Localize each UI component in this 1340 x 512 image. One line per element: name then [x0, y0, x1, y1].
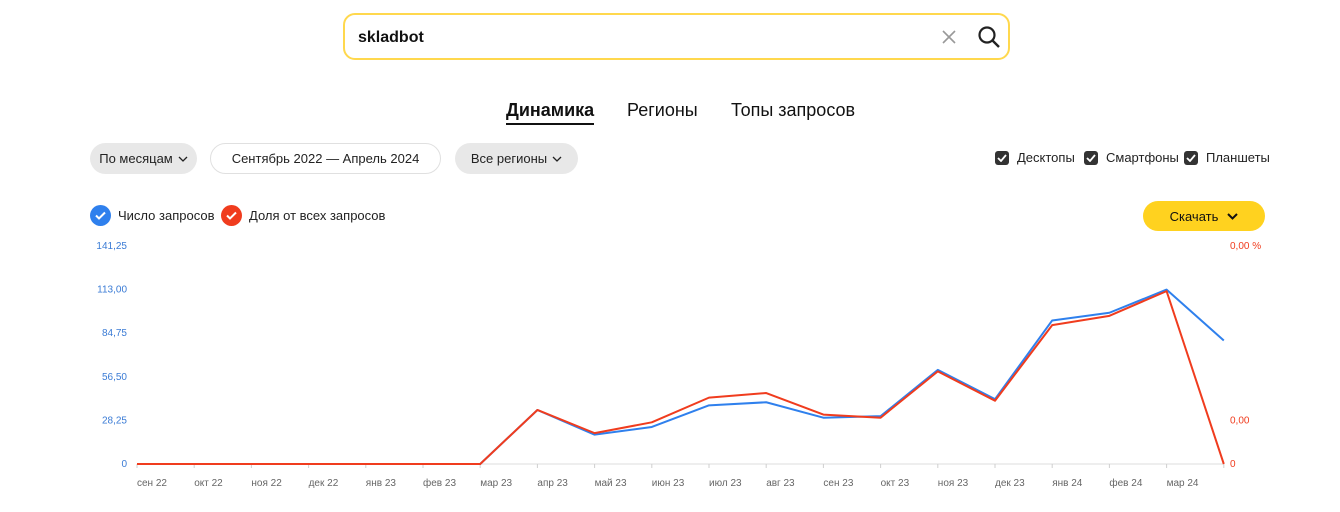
legend-label-query-share: Доля от всех запросов — [249, 208, 386, 223]
download-label: Скачать — [1169, 208, 1219, 224]
checkbox-checked-icon — [995, 150, 1009, 165]
y-left-tick-label: 56,50 — [102, 372, 127, 383]
x-tick-label: фев 24 — [1109, 477, 1142, 489]
check-circle-icon — [221, 205, 242, 226]
x-tick-label: апр 23 — [537, 478, 568, 489]
regions-select[interactable]: Все регионы — [455, 143, 578, 174]
x-tick-label: сен 23 — [823, 478, 853, 489]
legend-item-query-share[interactable]: Доля от всех запросов — [221, 205, 385, 226]
tab-regions[interactable]: Регионы — [627, 100, 698, 120]
checkbox-checked-icon — [1084, 150, 1098, 165]
device-smartphone-label: Смартфоны — [1106, 150, 1179, 165]
y-right-tick-label: 0,00 % — [1230, 241, 1261, 252]
x-tick-label: янв 23 — [366, 478, 397, 489]
regions-label: Все регионы — [470, 151, 548, 166]
x-tick-label: авг 23 — [766, 478, 795, 489]
device-desktop-checkbox[interactable]: Десктопы — [995, 150, 1075, 165]
x-tick-label: дек 22 — [309, 478, 339, 489]
device-desktop-label: Десктопы — [1017, 150, 1075, 165]
x-tick-label: фев 23 — [423, 477, 456, 489]
y-left-tick-label: 84,75 — [102, 328, 127, 339]
device-tablet-checkbox[interactable]: Планшеты — [1184, 150, 1270, 165]
x-tick-label: мар 23 — [480, 478, 512, 489]
x-tick-label: ноя 22 — [251, 478, 282, 489]
series-line — [137, 290, 1225, 465]
x-tick-label: июн 23 — [652, 478, 685, 489]
search-icon[interactable] — [977, 25, 1001, 49]
y-right-tick-label: 0 — [1230, 459, 1236, 470]
x-tick-label: дек 23 — [995, 478, 1025, 489]
date-range-picker[interactable]: Сентябрь 2022 — Апрель 2024 — [210, 143, 441, 174]
tab-dynamics[interactable]: Динамика — [506, 100, 595, 125]
download-button[interactable]: Скачать — [1143, 201, 1265, 231]
device-smartphone-checkbox[interactable]: Смартфоны — [1084, 150, 1179, 165]
legend-item-query-count[interactable]: Число запросов — [90, 205, 214, 226]
x-tick-label: июл 23 — [709, 478, 742, 489]
checkbox-checked-icon — [1184, 150, 1198, 165]
legend-label-query-count: Число запросов — [118, 208, 215, 223]
check-circle-icon — [90, 205, 111, 226]
x-tick-label: ноя 23 — [938, 478, 969, 489]
period-group-label: По месяцам — [99, 151, 173, 166]
x-tick-label: окт 22 — [194, 478, 223, 489]
line-chart: 0 28,25 56,50 84,75 113,00 141,25 0 0,00 0,00 % с… — [96, 241, 1261, 489]
y-right-tick-label: 0,00 — [1230, 415, 1250, 426]
tabs: Динамика Регионы Топы запросов — [0, 100, 1340, 128]
chevron-down-icon — [1227, 212, 1239, 220]
x-tick-label: май 23 — [595, 478, 627, 489]
y-left-tick-label: 0 — [121, 459, 127, 470]
device-tablet-label: Планшеты — [1206, 150, 1270, 165]
search-bar — [343, 13, 1010, 60]
y-left-tick-label: 141,25 — [96, 241, 127, 252]
period-group-select[interactable]: По месяцам — [90, 143, 197, 174]
x-tick-label: окт 23 — [881, 478, 910, 489]
y-left-tick-label: 28,25 — [102, 415, 127, 426]
x-tick-label: мар 24 — [1167, 478, 1199, 489]
x-tick-label: сен 22 — [137, 478, 167, 489]
series-line — [137, 288, 1225, 465]
chevron-down-icon — [552, 156, 562, 162]
x-tick-label: янв 24 — [1052, 478, 1083, 489]
chevron-down-icon — [178, 156, 188, 162]
date-range-label: Сентябрь 2022 — Апрель 2024 — [231, 151, 420, 166]
tab-top-queries[interactable]: Топы запросов — [731, 100, 856, 120]
clear-icon[interactable] — [940, 28, 958, 46]
y-left-tick-label: 113,00 — [97, 285, 127, 296]
search-input[interactable] — [356, 25, 920, 51]
